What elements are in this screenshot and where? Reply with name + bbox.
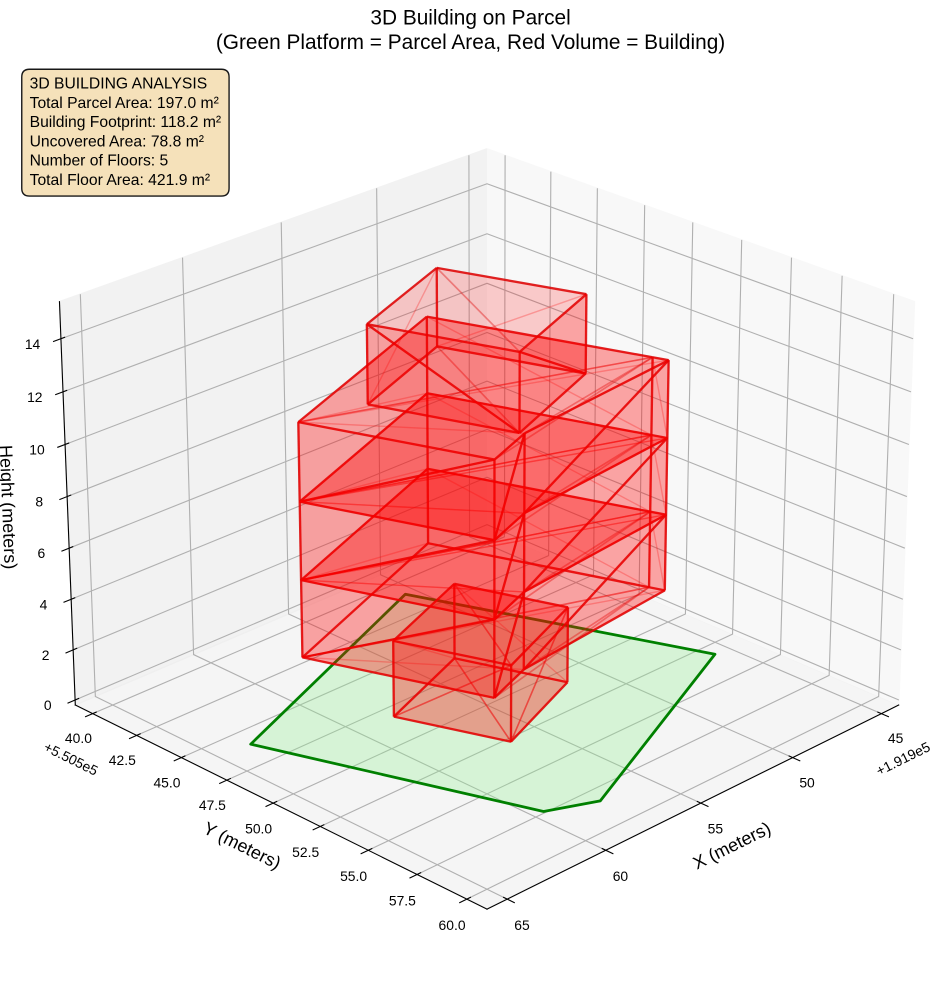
svg-text:47.5: 47.5 [199,797,226,813]
svg-text:42.5: 42.5 [109,752,136,768]
svg-text:52.5: 52.5 [292,844,319,860]
svg-text:4: 4 [40,596,48,612]
svg-text:65: 65 [514,917,530,933]
svg-text:55: 55 [708,820,724,836]
svg-text:50.0: 50.0 [245,820,272,836]
svg-text:60.0: 60.0 [439,917,466,933]
svg-text:45.0: 45.0 [153,774,180,790]
svg-text:Total Floor Area: 421.9 m²: Total Floor Area: 421.9 m² [30,172,210,189]
svg-text:60: 60 [613,868,629,884]
svg-text:12: 12 [27,389,43,405]
svg-text:10: 10 [29,442,45,458]
svg-text:55.0: 55.0 [340,868,367,884]
svg-text:6: 6 [37,545,45,561]
svg-text:Building Footprint: 118.2 m²: Building Footprint: 118.2 m² [30,114,222,131]
svg-text:57.5: 57.5 [389,892,416,908]
svg-text:50: 50 [799,774,815,790]
svg-text:Uncovered Area: 78.8 m²: Uncovered Area: 78.8 m² [30,133,204,150]
svg-text:14: 14 [25,336,41,352]
svg-text:Total Parcel Area: 197.0 m²: Total Parcel Area: 197.0 m² [30,95,219,112]
svg-text:3D BUILDING ANALYSIS: 3D BUILDING ANALYSIS [30,75,208,92]
svg-text:2: 2 [42,647,50,663]
svg-text:Height (meters): Height (meters) [0,445,21,570]
svg-text:0: 0 [44,697,52,713]
svg-text:40.0: 40.0 [65,730,92,746]
svg-text:Number of Floors: 5: Number of Floors: 5 [30,153,169,170]
svg-text:3D Building on Parcel: 3D Building on Parcel [370,6,570,29]
svg-text:45: 45 [888,730,904,746]
svg-text:(Green Platform = Parcel Area,: (Green Platform = Parcel Area, Red Volum… [216,31,725,54]
svg-text:8: 8 [35,494,43,510]
